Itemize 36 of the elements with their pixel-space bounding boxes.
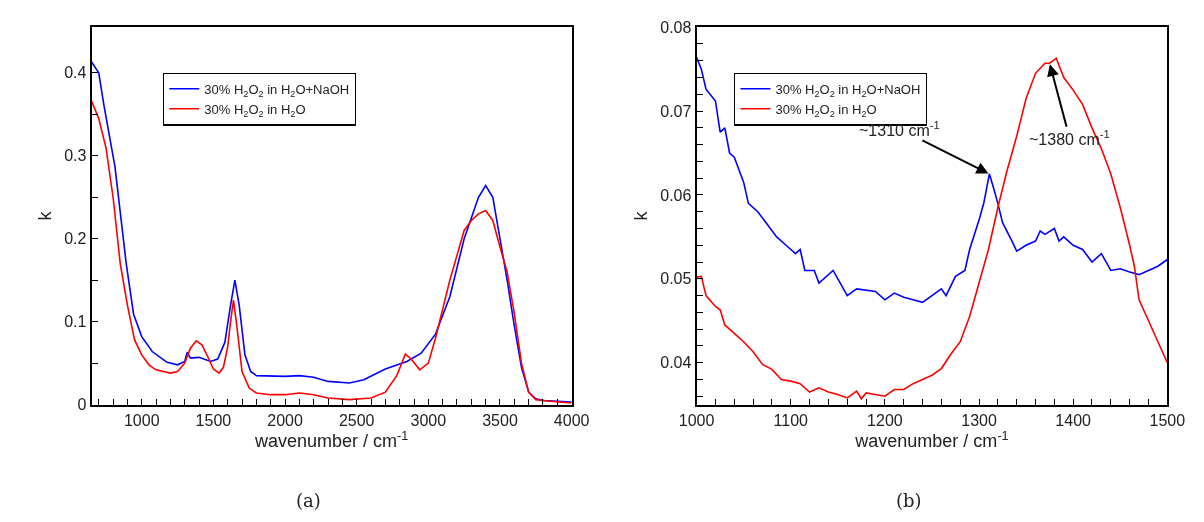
line-series	[696, 56, 1168, 304]
legend-label: 30% H$_{2}$O$_{2}$ in H$_{2}$O	[204, 101, 306, 119]
x-axis-title: wavenumber / cm$^{-1}$	[854, 428, 1009, 452]
y-axis-title: k	[630, 210, 651, 221]
line-series	[696, 57, 1168, 400]
legend-label: 30% H$_{2}$O$_{2}$ in H$_{2}$O+NaOH	[204, 81, 350, 99]
y-tick-label: 0.08	[660, 18, 692, 36]
y-tick-label: 0	[77, 396, 87, 414]
y-tick-label: 0.07	[660, 102, 692, 120]
x-tick-label: 1000	[678, 411, 715, 429]
x-tick-label: 3000	[410, 411, 447, 429]
annotation: ~1310 cm$^{-1}$	[859, 119, 940, 139]
x-axis-title: wavenumber / cm$^{-1}$	[253, 428, 409, 452]
x-tick-label: 2000	[267, 411, 303, 429]
x-tick-label: 1300	[961, 411, 997, 429]
y-tick-label: 0.04	[660, 354, 692, 372]
x-tick-label: 1200	[867, 411, 903, 429]
x-tick-label: 2500	[338, 411, 375, 429]
y-axis-title: k	[34, 210, 55, 221]
x-tick-label: 1500	[1149, 411, 1186, 429]
y-tick-label: 0.3	[64, 147, 87, 165]
text: (a)	[296, 490, 321, 511]
legend-label: 30% H$_{2}$O$_{2}$ in H$_{2}$O+NaOH	[775, 81, 921, 99]
x-tick-label: 1000	[123, 411, 160, 429]
y-tick-label: 0.1	[64, 313, 87, 331]
y-tick-label: 0.2	[64, 230, 87, 248]
y-tick-label: 0.06	[660, 186, 692, 204]
x-tick-label: 1400	[1055, 411, 1092, 429]
legend-label: 30% H$_{2}$O$_{2}$ in H$_{2}$O	[775, 101, 877, 119]
x-tick-label: 1500	[195, 411, 232, 429]
x-tick-label: 3500	[482, 411, 518, 429]
text: (b)	[896, 490, 922, 511]
x-tick-label: 4000	[553, 411, 590, 429]
y-tick-label: 0.05	[660, 270, 692, 288]
y-tick-label: 0.4	[64, 64, 87, 82]
x-tick-label: 1100	[773, 411, 809, 429]
